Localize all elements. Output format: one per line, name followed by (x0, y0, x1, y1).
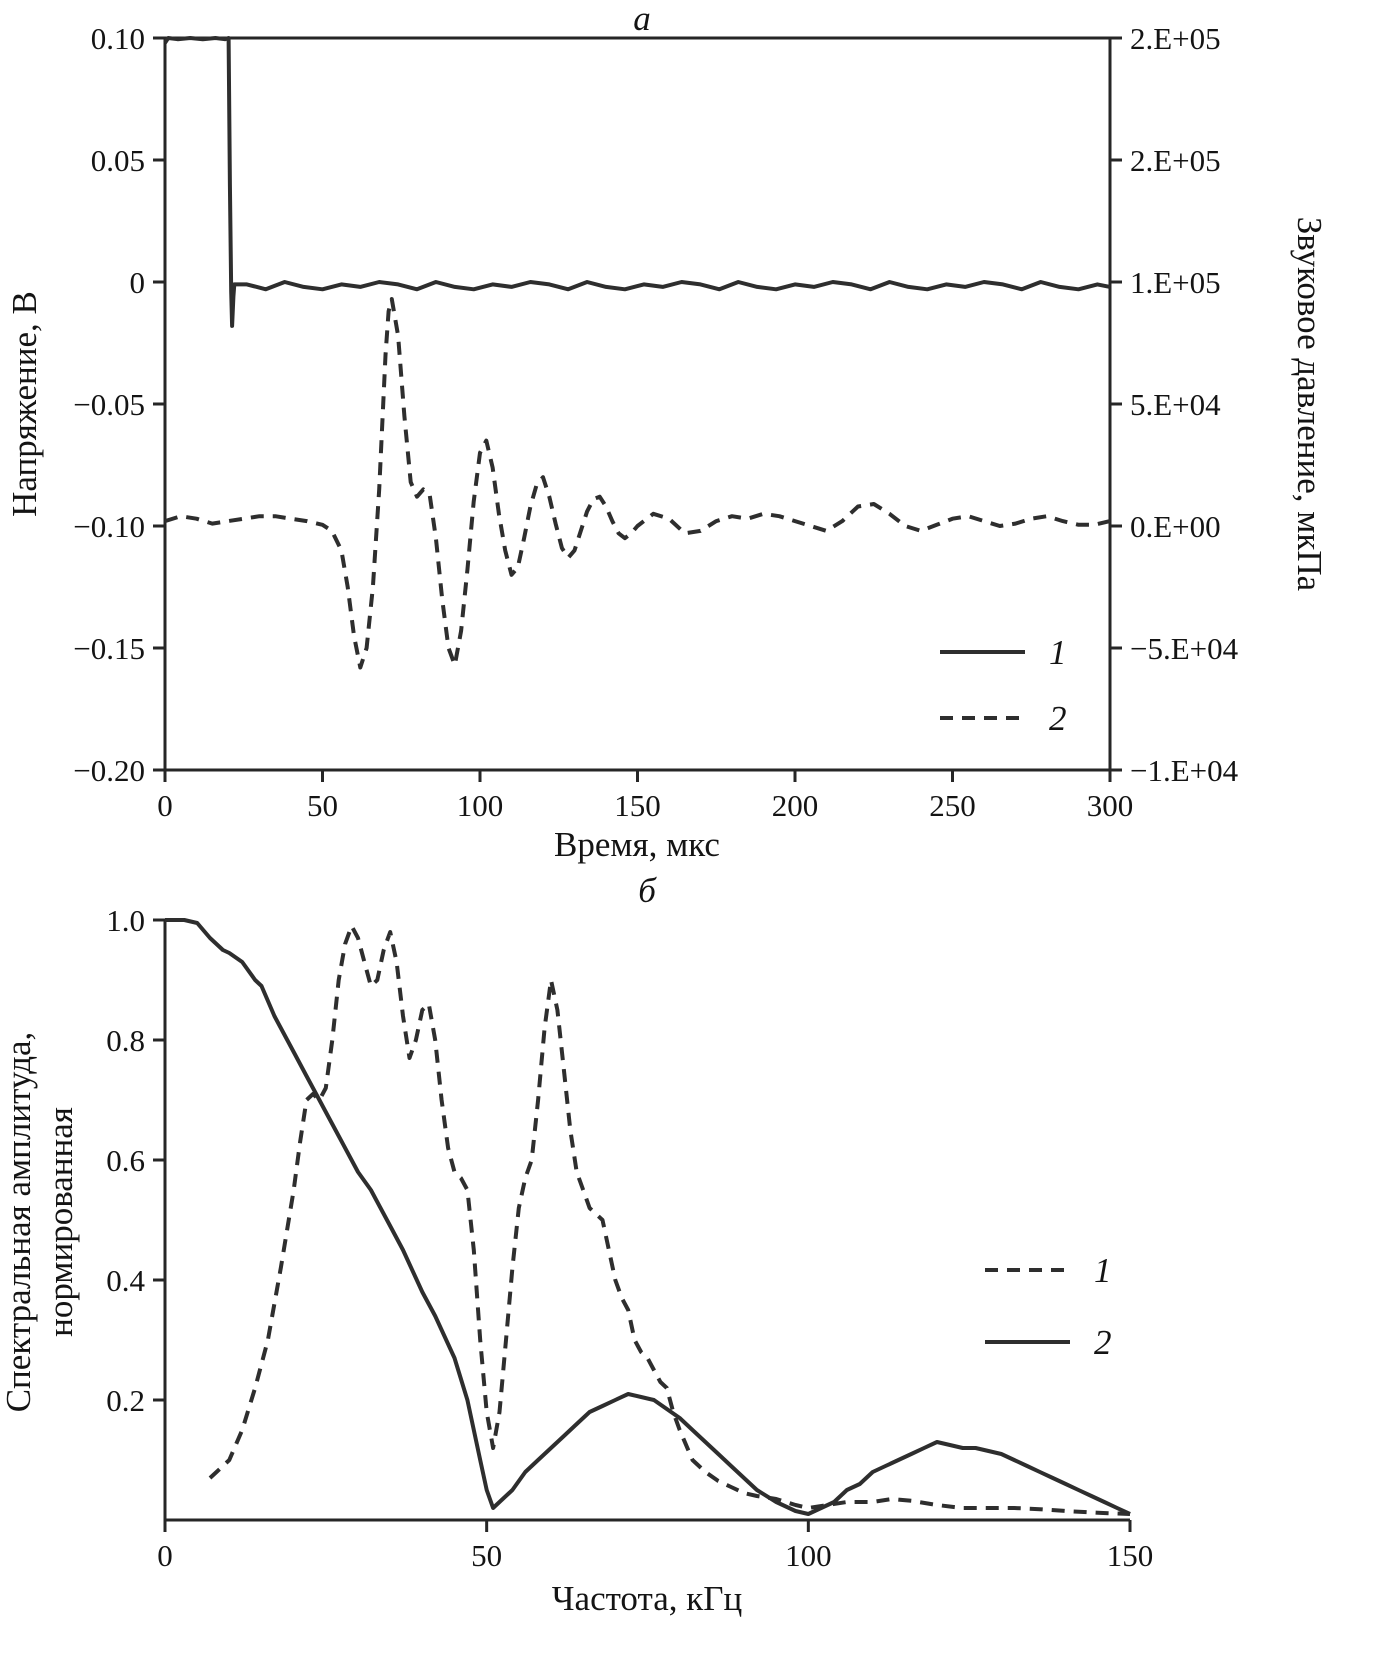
series-2-line (165, 918, 1131, 1516)
y-tick-right-label: 5.E+04 (1130, 387, 1221, 422)
x-tick-label: 100 (457, 788, 504, 823)
x-tick-label: 300 (1087, 788, 1134, 823)
legend-label-2: 2 (1094, 1323, 1112, 1362)
plot-axes (163, 920, 1130, 1522)
y-axis-label-b-line1: Спектральная амплитуда, (0, 1032, 38, 1413)
y-tick-right-label: 1.E+05 (1130, 265, 1221, 300)
y-tick-left-label: 0.10 (91, 21, 145, 56)
y-tick-left-label: 0.6 (106, 1143, 145, 1178)
x-axis-label-a: Время, мкс (554, 825, 720, 864)
x-axis-label-b: Частота, кГц (552, 1579, 742, 1618)
y-tick-left-label: 0 (130, 265, 146, 300)
y-tick-left-label: −0.20 (73, 753, 145, 788)
y-tick-right-label: −5.E+04 (1130, 631, 1239, 666)
x-tick-label: 50 (307, 788, 338, 823)
y-tick-left-label: 0.05 (91, 143, 145, 178)
y-tick-right-label: −1.E+04 (1130, 753, 1239, 788)
chart-panel-a: a Время, мкс Напряжение, В Звуковое давл… (5, 0, 1329, 864)
y-tick-left-label: 1.0 (106, 903, 145, 938)
y-tick-left-label: 0.2 (106, 1383, 145, 1418)
x-tick-label: 200 (772, 788, 819, 823)
y-tick-left-label: −0.15 (73, 631, 145, 666)
panel-b-plot: 0 50 100 150 1.0 0.8 0.6 0.4 0.2 1 2 (106, 903, 1153, 1573)
legend-label-2: 2 (1049, 699, 1067, 738)
legend-label-1: 1 (1094, 1251, 1112, 1290)
plot-frame (163, 36, 1112, 772)
y-axis-label-right-a: Звуковое давление, мкПа (1290, 217, 1329, 592)
x-tick-label: 0 (157, 788, 173, 823)
series-1-line (208, 924, 1131, 1516)
y-tick-left-label: 0.4 (106, 1263, 145, 1298)
y-tick-right-label: 0.E+00 (1130, 509, 1221, 544)
panel-a-plot: 0 50 100 150 200 250 300 0.10 0.05 0 −0.05 −0.10 −0.… (73, 21, 1238, 823)
legend-label-1: 1 (1049, 633, 1067, 672)
x-tick-label: 0 (157, 1538, 173, 1573)
y-tick-left-label: −0.05 (73, 387, 145, 422)
y-axis-label-b-line2: нормированная (41, 1107, 80, 1337)
x-tick-label: 150 (614, 788, 661, 823)
x-tick-label: 150 (1107, 1538, 1154, 1573)
chart-panel-b: б Частота, кГц Спектральная амплитуда, н… (0, 871, 1153, 1618)
y-tick-left-label: −0.10 (73, 509, 145, 544)
x-tick-label: 100 (785, 1538, 832, 1573)
y-tick-left-label: 0.8 (106, 1023, 145, 1058)
panel-a-title: a (633, 0, 651, 38)
series-2-line (164, 297, 1111, 670)
x-tick-label: 250 (929, 788, 976, 823)
panel-b-title: б (638, 871, 657, 910)
x-tick-label: 50 (471, 1538, 502, 1573)
series-1-line (163, 36, 1111, 328)
y-tick-right-label: 2.E+05 (1130, 143, 1221, 178)
y-tick-right-label: 2.E+05 (1130, 21, 1221, 56)
y-axis-label-left-a: Напряжение, В (5, 291, 44, 517)
